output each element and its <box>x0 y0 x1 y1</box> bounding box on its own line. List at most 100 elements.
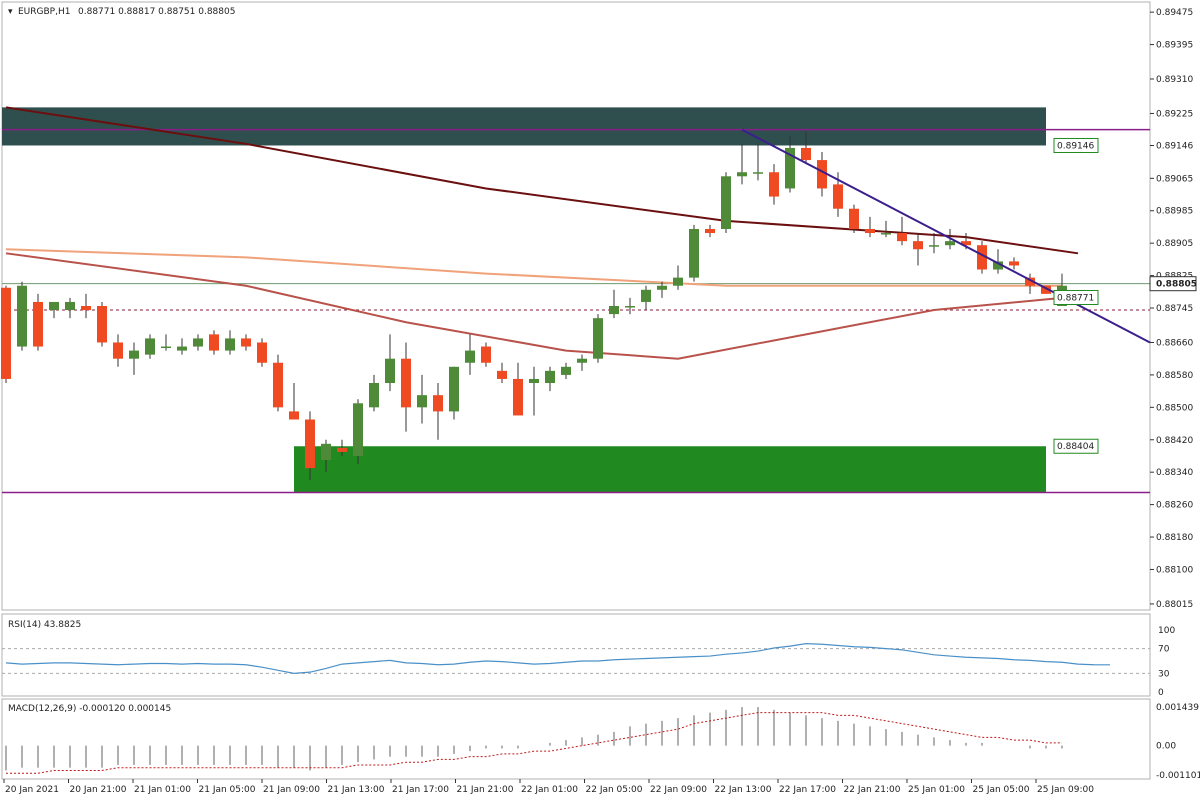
candle[interactable] <box>513 378 523 416</box>
price-tick-label: 0.89225 <box>1156 109 1193 119</box>
candle[interactable] <box>993 261 1003 270</box>
candle[interactable] <box>577 358 587 363</box>
candle[interactable] <box>497 370 507 379</box>
time-tick-label: 21 Jan 09:00 <box>263 785 320 795</box>
time-tick-label: 21 Jan 17:00 <box>392 785 449 795</box>
candle[interactable] <box>353 403 363 456</box>
rsi-level-label: 0 <box>1158 688 1164 698</box>
candle[interactable] <box>401 358 411 408</box>
candle[interactable] <box>209 334 219 351</box>
candle[interactable] <box>257 342 267 363</box>
trendline[interactable] <box>741 128 1151 344</box>
candle[interactable] <box>289 411 299 420</box>
macd-level-label: -0.001101 <box>1156 771 1200 781</box>
candle[interactable] <box>545 370 555 384</box>
price-marker-label: 0.88404 <box>1057 442 1094 452</box>
macd-pane[interactable] <box>1 698 1151 780</box>
candle[interactable] <box>785 147 795 189</box>
candle[interactable] <box>1009 261 1019 266</box>
candle[interactable] <box>529 378 539 384</box>
candle[interactable] <box>849 208 859 229</box>
candle[interactable] <box>689 228 699 278</box>
candle[interactable] <box>721 176 731 229</box>
candle[interactable] <box>113 342 123 359</box>
candle[interactable] <box>929 245 939 247</box>
time-tick-label: 22 Jan 21:00 <box>844 785 901 795</box>
time-tick-label: 22 Jan 09:00 <box>650 785 707 795</box>
candle[interactable] <box>145 338 155 355</box>
time-tick-label: 25 Jan 09:00 <box>1037 785 1094 795</box>
candle[interactable] <box>305 419 315 469</box>
price-tick-label: 0.88420 <box>1156 436 1193 446</box>
candle[interactable] <box>817 160 827 189</box>
time-tick-label: 22 Jan 13:00 <box>715 785 772 795</box>
candle[interactable] <box>1025 277 1035 286</box>
symbol-label: EURGBP,H1 <box>18 7 70 17</box>
candle[interactable] <box>321 443 331 461</box>
candle[interactable] <box>881 233 891 235</box>
candle[interactable] <box>561 366 571 375</box>
candle[interactable] <box>17 285 27 347</box>
candle[interactable] <box>673 277 683 286</box>
time-tick-label: 22 Jan 01:00 <box>521 785 578 795</box>
rsi-pane[interactable] <box>1 613 1151 697</box>
chart-menu-icon[interactable]: ▾ <box>8 7 13 17</box>
candle[interactable] <box>865 228 875 234</box>
candle[interactable] <box>369 383 379 408</box>
candle[interactable] <box>97 306 107 343</box>
candle[interactable] <box>129 350 139 359</box>
candle[interactable] <box>225 338 235 351</box>
candle[interactable] <box>913 241 923 250</box>
candle[interactable] <box>641 289 651 302</box>
candle[interactable] <box>65 301 75 311</box>
candle[interactable] <box>465 350 475 363</box>
candle[interactable] <box>593 318 603 359</box>
candle[interactable] <box>385 358 395 384</box>
time-tick-label: 20 Jan 21:00 <box>70 785 127 795</box>
price-tick-label: 0.88985 <box>1156 207 1193 217</box>
candle[interactable] <box>241 338 251 347</box>
candle[interactable] <box>833 184 843 209</box>
candle[interactable] <box>81 306 91 311</box>
time-tick-label: 25 Jan 05:00 <box>973 785 1030 795</box>
rsi-title: RSI(14) 43.8825 <box>8 620 81 630</box>
price-tick-label: 0.89065 <box>1156 174 1193 184</box>
candle[interactable] <box>977 245 987 270</box>
candle[interactable] <box>417 395 427 408</box>
price-tick-label: 0.88660 <box>1156 338 1193 348</box>
current-price-label: 0.88805 <box>1156 280 1197 290</box>
candle[interactable] <box>737 172 747 177</box>
candle[interactable] <box>801 147 811 161</box>
rsi-line <box>5 643 1111 675</box>
candle[interactable] <box>753 172 763 174</box>
candle[interactable] <box>609 306 619 315</box>
price-tick-label: 0.88905 <box>1156 239 1193 249</box>
time-tick-label: 22 Jan 05:00 <box>586 785 643 795</box>
candle[interactable] <box>1041 285 1051 294</box>
candle[interactable] <box>769 172 779 197</box>
candle[interactable] <box>961 241 971 246</box>
candle[interactable] <box>449 366 459 412</box>
candle[interactable] <box>337 447 347 452</box>
candle[interactable] <box>481 346 491 363</box>
candle[interactable] <box>1 287 11 379</box>
candle[interactable] <box>705 228 715 234</box>
candle[interactable] <box>625 306 635 308</box>
price-tick-label: 0.89310 <box>1156 75 1193 85</box>
candle[interactable] <box>945 241 955 246</box>
candle[interactable] <box>177 346 187 351</box>
candle[interactable] <box>897 233 907 242</box>
candle[interactable] <box>33 301 43 347</box>
moving-average-line-3 <box>5 252 1063 360</box>
candle[interactable] <box>433 395 443 412</box>
price-marker-box <box>1053 289 1099 305</box>
candle[interactable] <box>193 338 203 347</box>
price-pane[interactable] <box>1 1 1151 611</box>
candle[interactable] <box>161 346 171 349</box>
candle[interactable] <box>49 301 59 311</box>
macd-level-label: 0.00 <box>1156 742 1176 752</box>
candle[interactable] <box>273 362 283 408</box>
candle[interactable] <box>657 285 667 290</box>
rsi-level-label: 70 <box>1158 645 1170 655</box>
